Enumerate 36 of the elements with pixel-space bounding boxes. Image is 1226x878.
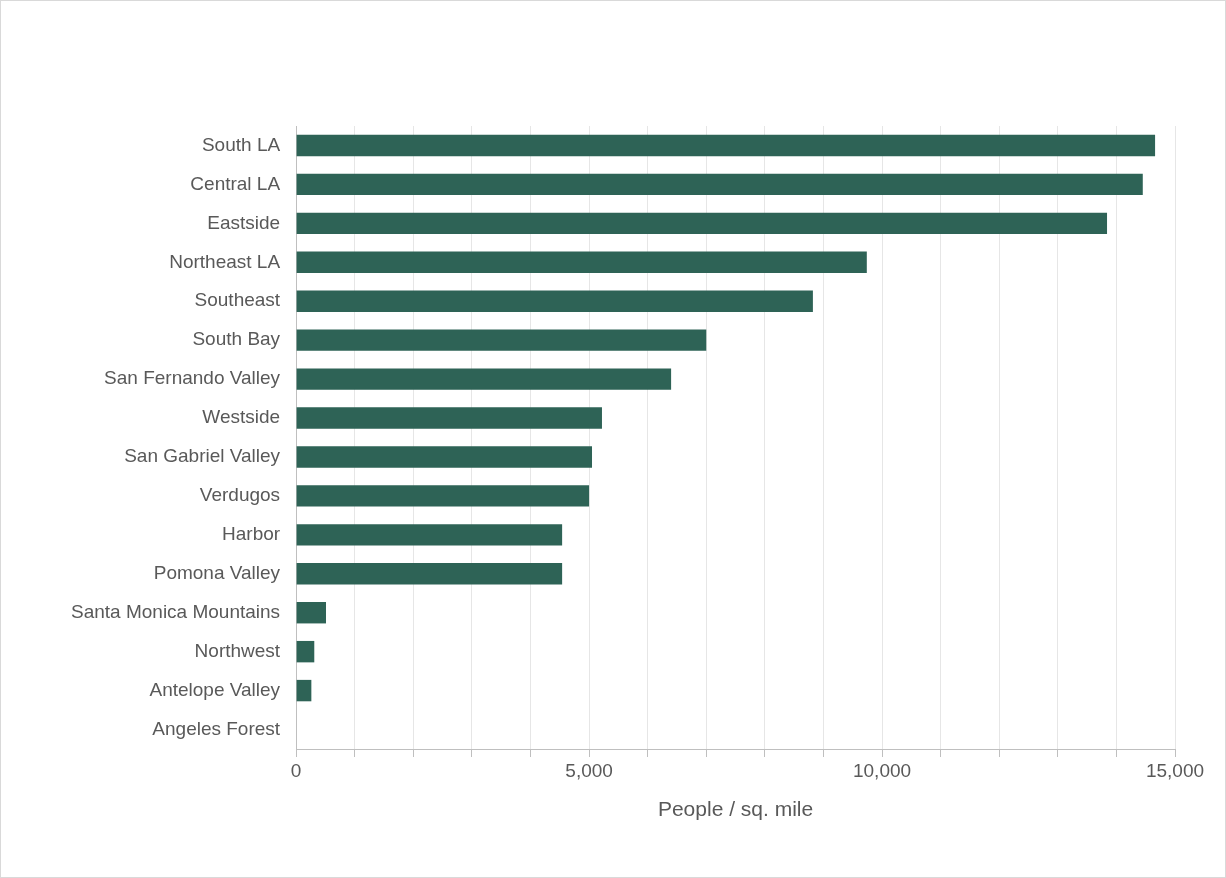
bar — [296, 640, 315, 663]
x-tick-label: 0 — [290, 759, 302, 781]
y-tick-label: Southeast — [194, 289, 281, 311]
y-tick-label: South LA — [201, 133, 281, 155]
y-tick-label: Pomona Valley — [153, 562, 281, 584]
bar — [296, 602, 326, 624]
bar — [296, 485, 590, 507]
bar — [296, 290, 813, 312]
y-tick-label: Verdugos — [199, 484, 281, 506]
x-axis-title: People / sq. mile — [657, 797, 814, 821]
x-tick-label: 5,000 — [565, 759, 613, 781]
y-tick-label: Westside — [202, 406, 281, 428]
bar — [296, 563, 563, 585]
y-tick-label: Eastside — [207, 211, 281, 233]
y-tick-label: Northwest — [194, 639, 281, 661]
bar — [296, 251, 867, 273]
y-tick-label: Santa Monica Mountains — [71, 600, 281, 622]
y-tick-label: Northeast LA — [169, 250, 281, 272]
y-tick-label: San Fernando Valley — [104, 367, 281, 389]
x-tick-label: 10,000 — [852, 759, 912, 781]
y-tick-label: Antelope Valley — [149, 678, 281, 700]
y-tick-label: Central LA — [190, 172, 281, 194]
y-tick-label: South Bay — [192, 328, 281, 350]
y-tick-label: Angeles Forest — [152, 717, 281, 739]
bar — [296, 329, 707, 351]
bar — [296, 212, 1108, 235]
y-tick-label: San Gabriel Valley — [124, 445, 281, 467]
bar — [296, 407, 602, 429]
bar — [296, 446, 593, 468]
bar — [296, 368, 672, 390]
bar — [296, 173, 1143, 196]
x-tick-label: 15,000 — [1145, 759, 1205, 781]
bar — [296, 679, 312, 702]
bar — [296, 134, 1156, 157]
bar — [296, 524, 563, 546]
y-tick-label: Harbor — [222, 523, 281, 545]
